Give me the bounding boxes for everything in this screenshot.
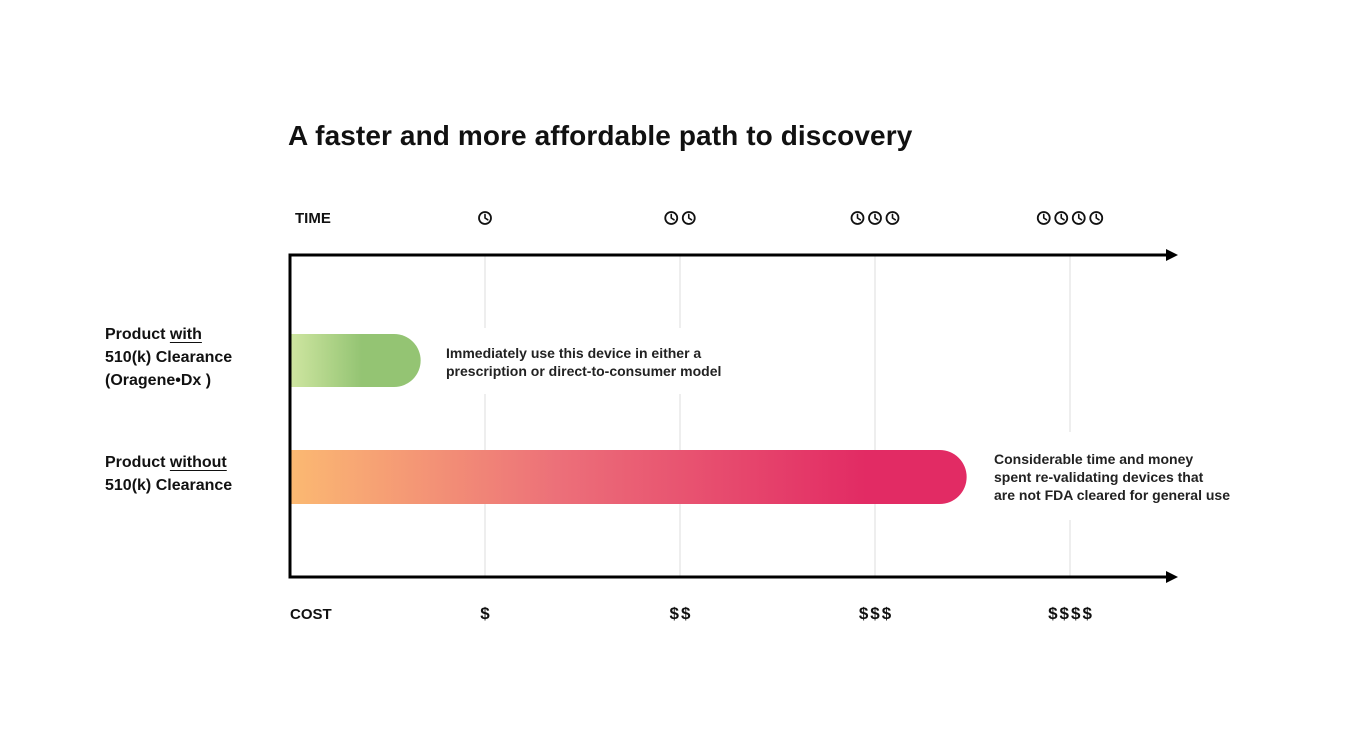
time-tick-icons (478, 211, 1104, 225)
gridlines (430, 255, 1250, 577)
annotation-without-line-1: Considerable time and money (994, 451, 1194, 467)
cost-tick-label: $ (480, 604, 492, 623)
clock-icon (664, 211, 679, 225)
cost-axis-label: COST (290, 606, 332, 623)
clock-icon (681, 211, 696, 225)
row-label-without-clearance: Product without 510(k) Clearance (105, 451, 232, 497)
annotation-with-line-1: Immediately use this device in either a (446, 345, 702, 361)
annotation-without-line-3: are not FDA cleared for general use (994, 487, 1230, 503)
annotation-without-line-2: spent re-validating devices that (994, 469, 1204, 485)
clock-icon (885, 211, 900, 225)
clock-icon (1036, 211, 1051, 225)
annotation-without-clearance: Considerable time and money spent re-val… (994, 450, 1230, 504)
row-label-with-line-1: 510(k) Clearance (105, 349, 233, 366)
row-label-with-prefix: Product (105, 326, 170, 343)
time-axis-arrowhead (1166, 249, 1178, 261)
clock-icon (1071, 211, 1086, 225)
chart-title: A faster and more affordable path to dis… (288, 120, 913, 151)
bars-layer (290, 334, 967, 504)
annotation-mask-1 (430, 328, 750, 394)
row-label-with-line-2: (Oragene•Dx ) (105, 372, 212, 389)
row-label-with-emph: with (169, 326, 202, 343)
cost-axis-arrowhead (1166, 571, 1178, 583)
cost-tick-label: $$$ (858, 604, 894, 623)
annotation-mask-2 (980, 432, 1250, 520)
clock-icon (1054, 211, 1069, 225)
row-label-without-line-1: 510(k) Clearance (105, 477, 233, 494)
clock-icon (1089, 211, 1104, 225)
cost-tick-label: $$$$ (1048, 604, 1094, 623)
clock-icon (868, 211, 882, 225)
annotation-with-line-2: prescription or direct-to-consumer model (446, 363, 722, 379)
row-label-with-clearance: Product with 510(k) Clearance (Oragene•D… (105, 323, 232, 392)
axes (288, 249, 1178, 583)
row-label-without-prefix: Product (105, 454, 170, 471)
annotation-with-clearance: Immediately use this device in either a … (446, 344, 721, 380)
row-label-without-emph: without (169, 454, 227, 471)
clock-icon (478, 211, 492, 225)
bar-2 (290, 450, 967, 504)
time-axis-label: TIME (295, 210, 331, 227)
clock-icon (850, 211, 865, 225)
bar-1 (290, 334, 421, 387)
cost-tick-label: $$ (669, 604, 693, 623)
